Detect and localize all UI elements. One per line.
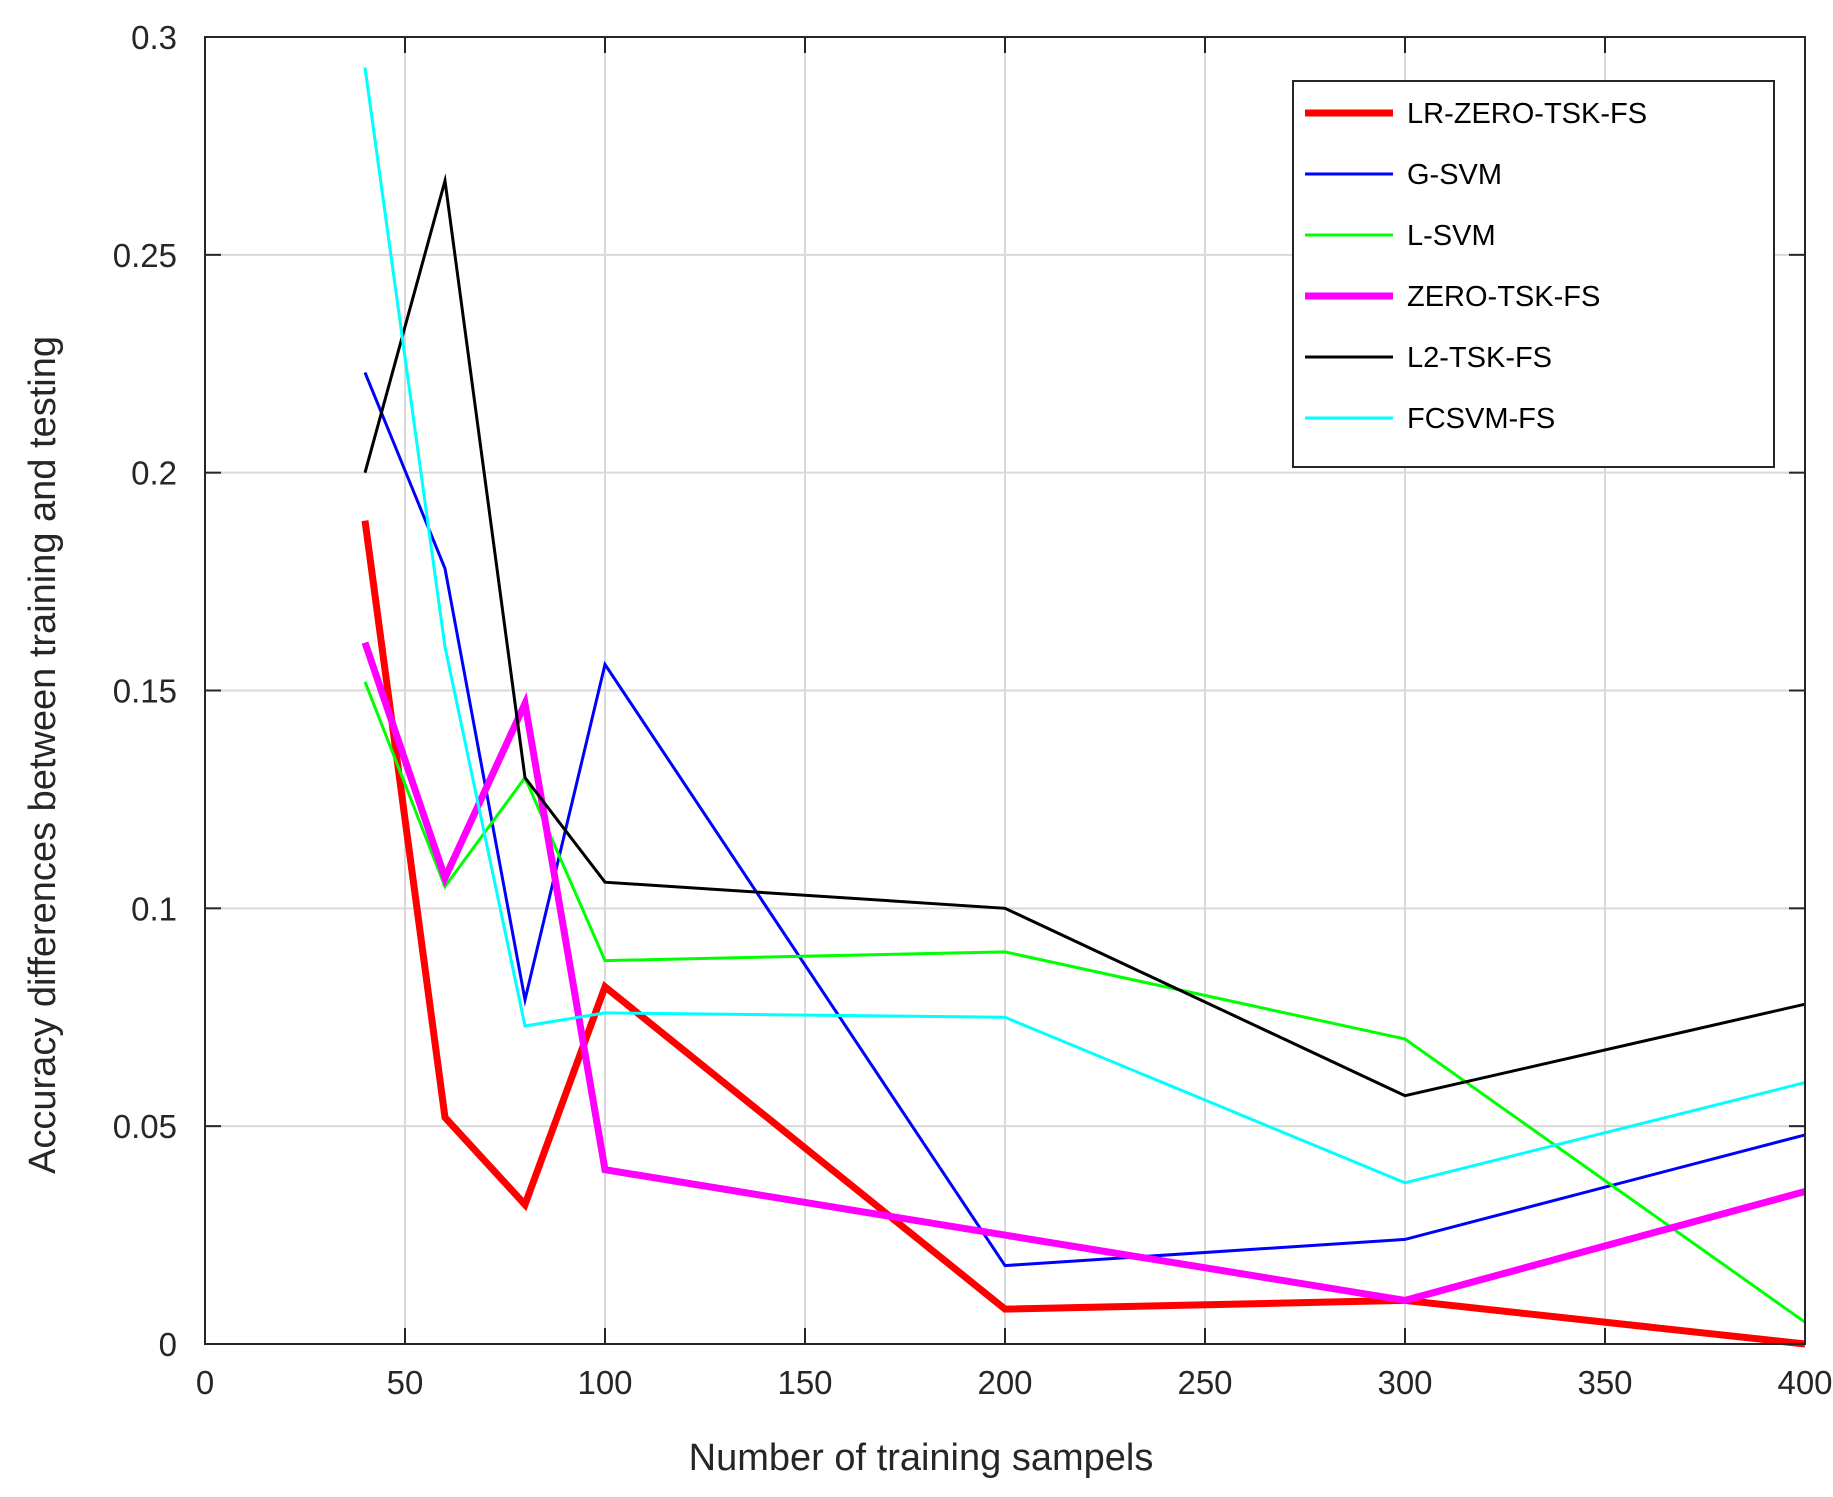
series-line-zero-tsk-fs: [361, 641, 1806, 1304]
y-tick-label: 0.15: [113, 673, 177, 710]
x-tick-label: 350: [1577, 1364, 1632, 1401]
series-lines: [361, 67, 1806, 1348]
y-tick-label: 0.05: [113, 1108, 177, 1145]
legend-entry-label: G-SVM: [1407, 159, 1502, 191]
series-line-l-svm: [363, 681, 1806, 1324]
y-tick-label: 0.3: [131, 19, 177, 56]
legend: LR-ZERO-TSK-FS G-SVM L-SVM ZERO-TSK-FS L2-TS…: [1292, 80, 1775, 468]
legend-entry-label: ZERO-TSK-FS: [1407, 281, 1600, 313]
x-tick-label: 300: [1377, 1364, 1432, 1401]
x-tick-label: 250: [1177, 1364, 1232, 1401]
legend-box: [1292, 80, 1775, 468]
x-tick-label: 100: [577, 1364, 632, 1401]
y-axis-label: Accuracy differences between training an…: [22, 336, 64, 1174]
tick-labels: 0 50 100 150 200 250 300 350 400 0 0.05 0.1 0.15 0.2 0…: [113, 19, 1833, 1401]
series-line-fcsvm-fs: [363, 67, 1806, 1185]
x-axis-label: Number of training sampels: [689, 1437, 1154, 1479]
x-tick-label: 0: [196, 1364, 214, 1401]
y-tick-label: 0.1: [131, 890, 177, 927]
legend-entry-label: L-SVM: [1407, 220, 1496, 252]
x-tick-label: 200: [977, 1364, 1032, 1401]
series-line-l2-tsk-fs: [363, 173, 1806, 1098]
y-tick-label: 0.2: [131, 455, 177, 492]
plot-border: [204, 36, 1806, 1345]
x-tick-label: 50: [387, 1364, 424, 1401]
axes: [204, 36, 1806, 1345]
x-tick-label: 150: [777, 1364, 832, 1401]
legend-entry-label: FCSVM-FS: [1407, 403, 1555, 435]
legend-entry-label: L2-TSK-FS: [1407, 342, 1552, 374]
legend-entry-label: LR-ZERO-TSK-FS: [1407, 98, 1647, 130]
series-line-g-svm: [363, 371, 1806, 1268]
x-tick-label: 400: [1777, 1364, 1832, 1401]
y-tick-label: 0.25: [113, 237, 177, 274]
y-tick-label: 0: [159, 1326, 177, 1363]
